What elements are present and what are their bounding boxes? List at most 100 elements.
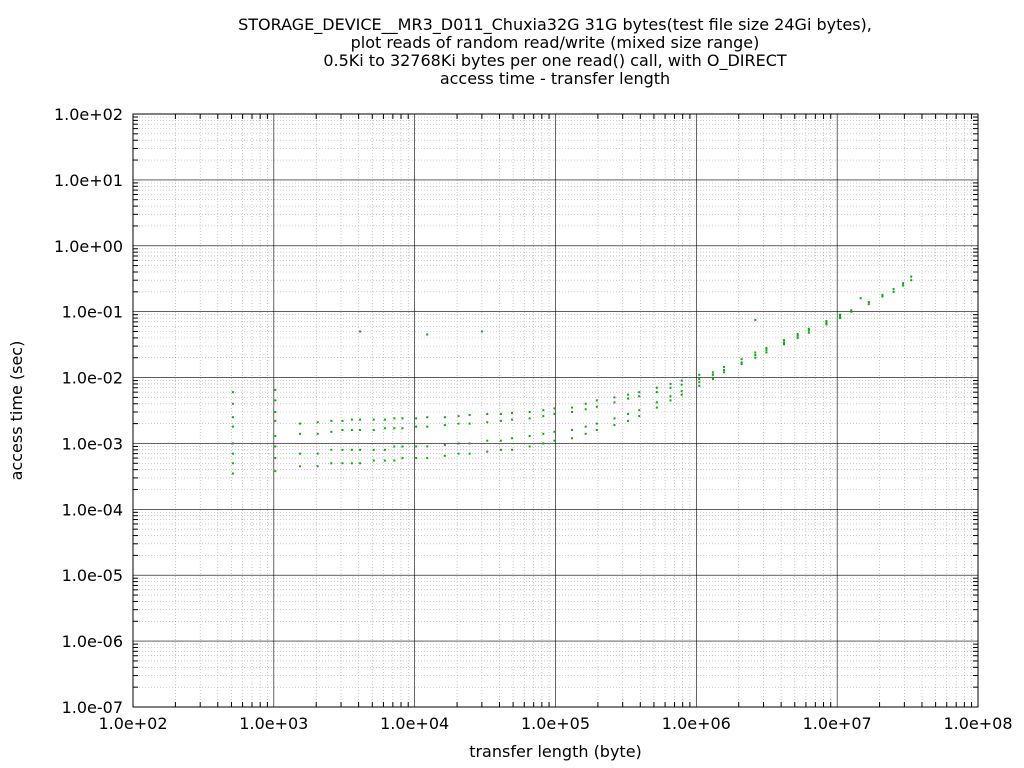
y-tick-label: 1.0e-03: [62, 434, 123, 453]
data-point: [457, 422, 460, 425]
data-point: [910, 279, 913, 282]
data-point: [231, 452, 234, 455]
data-point: [372, 418, 375, 421]
data-point: [359, 428, 362, 431]
x-tick-label: 1.0e+02: [98, 714, 167, 733]
data-point: [401, 457, 404, 460]
data-point: [316, 421, 319, 424]
data-point: [231, 391, 234, 394]
data-point: [274, 434, 277, 437]
data-point: [613, 417, 616, 420]
data-point: [528, 411, 531, 414]
data-point: [511, 437, 514, 440]
data-point: [584, 432, 587, 435]
data-point: [499, 439, 502, 442]
data-point: [571, 428, 574, 431]
data-point: [274, 411, 277, 414]
data-point: [350, 462, 353, 465]
data-point: [754, 318, 757, 321]
data-point: [372, 459, 375, 462]
data-point: [740, 361, 743, 364]
y-tick-label: 1.0e-04: [62, 500, 123, 519]
data-point: [350, 448, 353, 451]
data-point: [274, 399, 277, 402]
data-point: [330, 430, 333, 433]
data-point: [867, 301, 870, 304]
data-point: [613, 396, 616, 399]
data-point: [902, 282, 905, 285]
data-point: [825, 323, 828, 326]
y-tick-label: 1.0e+02: [54, 105, 123, 124]
plot-frame: [132, 113, 979, 708]
data-point: [359, 418, 362, 421]
data-point: [571, 411, 574, 414]
x-tick-label: 1.0e+07: [803, 714, 872, 733]
data-point: [825, 320, 828, 323]
y-tick-label: 1.0e+01: [54, 171, 123, 190]
data-point: [415, 425, 418, 428]
data-point: [457, 452, 460, 455]
data-point: [383, 427, 386, 430]
data-point: [595, 428, 598, 431]
data-point: [231, 462, 234, 465]
data-point: [595, 422, 598, 425]
data-point: [740, 358, 743, 361]
data-point: [274, 445, 277, 448]
data-point: [468, 414, 471, 417]
data-point: [528, 434, 531, 437]
y-tick-label: 1.0e+00: [54, 237, 123, 256]
data-point: [499, 412, 502, 415]
data-point: [698, 378, 701, 381]
data-point: [881, 295, 884, 298]
data-point: [807, 329, 810, 332]
data-point: [274, 470, 277, 473]
data-point: [711, 378, 714, 381]
data-point: [415, 445, 418, 448]
data-point: [850, 309, 853, 312]
data-point: [698, 373, 701, 376]
data-point: [680, 390, 683, 393]
data-point: [754, 351, 757, 354]
data-point: [553, 439, 556, 442]
data-point: [655, 406, 658, 409]
data-point: [740, 363, 743, 366]
data-point: [680, 393, 683, 396]
data-points: [231, 275, 913, 475]
data-point: [511, 448, 514, 451]
data-point: [783, 339, 786, 342]
data-point: [859, 297, 862, 300]
data-point: [698, 384, 701, 387]
x-tick-label: 1.0e+05: [521, 714, 590, 733]
data-point: [638, 395, 641, 398]
data-point: [627, 397, 630, 400]
data-point: [669, 386, 672, 389]
data-point: [274, 388, 277, 391]
data-point: [892, 288, 895, 291]
data-point: [480, 330, 483, 333]
data-point: [330, 448, 333, 451]
data-point: [341, 462, 344, 465]
data-point: [910, 275, 913, 278]
data-point: [807, 327, 810, 330]
data-point: [892, 290, 895, 293]
data-point: [468, 422, 471, 425]
data-point: [443, 416, 446, 419]
data-point: [316, 452, 319, 455]
data-point: [902, 284, 905, 287]
data-point: [511, 418, 514, 421]
data-point: [627, 419, 630, 422]
data-point: [680, 383, 683, 386]
data-point: [680, 379, 683, 382]
data-point: [359, 448, 362, 451]
data-point: [655, 401, 658, 404]
data-point: [595, 405, 598, 408]
data-point: [231, 472, 234, 475]
data-point: [231, 442, 234, 445]
title-line-4: access time - transfer length: [439, 69, 671, 88]
data-point: [711, 371, 714, 374]
data-point: [796, 332, 799, 335]
y-axis-label: access time (sec): [7, 341, 26, 481]
data-point: [553, 407, 556, 410]
data-point: [571, 406, 574, 409]
data-point: [372, 428, 375, 431]
